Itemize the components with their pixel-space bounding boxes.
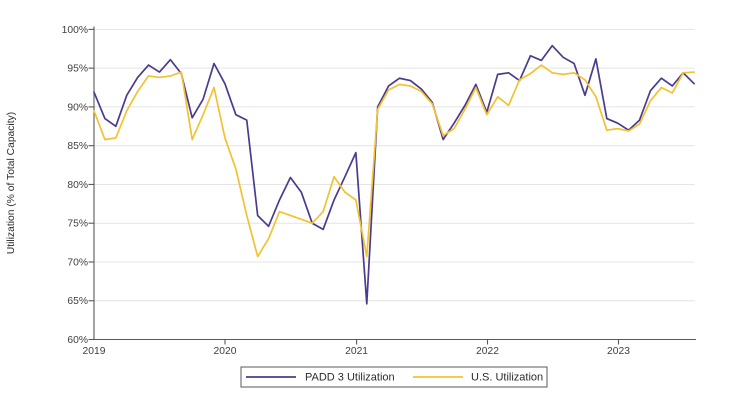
svg-text:2020: 2020 <box>214 346 237 357</box>
svg-text:100%: 100% <box>62 25 88 36</box>
svg-text:60%: 60% <box>67 335 88 346</box>
svg-text:2023: 2023 <box>607 346 630 357</box>
svg-text:80%: 80% <box>67 180 88 191</box>
svg-text:2019: 2019 <box>83 346 106 357</box>
svg-text:85%: 85% <box>67 141 88 152</box>
svg-text:90%: 90% <box>67 102 88 113</box>
svg-text:Utilization (% of Total Capaci: Utilization (% of Total Capacity) <box>6 112 17 254</box>
svg-text:U.S. Utilization: U.S. Utilization <box>471 372 543 384</box>
svg-text:PADD 3 Utilization: PADD 3 Utilization <box>305 372 395 384</box>
svg-text:95%: 95% <box>67 64 88 75</box>
svg-text:75%: 75% <box>67 219 88 230</box>
svg-text:65%: 65% <box>67 296 88 307</box>
svg-text:70%: 70% <box>67 257 88 268</box>
svg-text:2022: 2022 <box>476 346 499 357</box>
svg-text:2021: 2021 <box>345 346 368 357</box>
